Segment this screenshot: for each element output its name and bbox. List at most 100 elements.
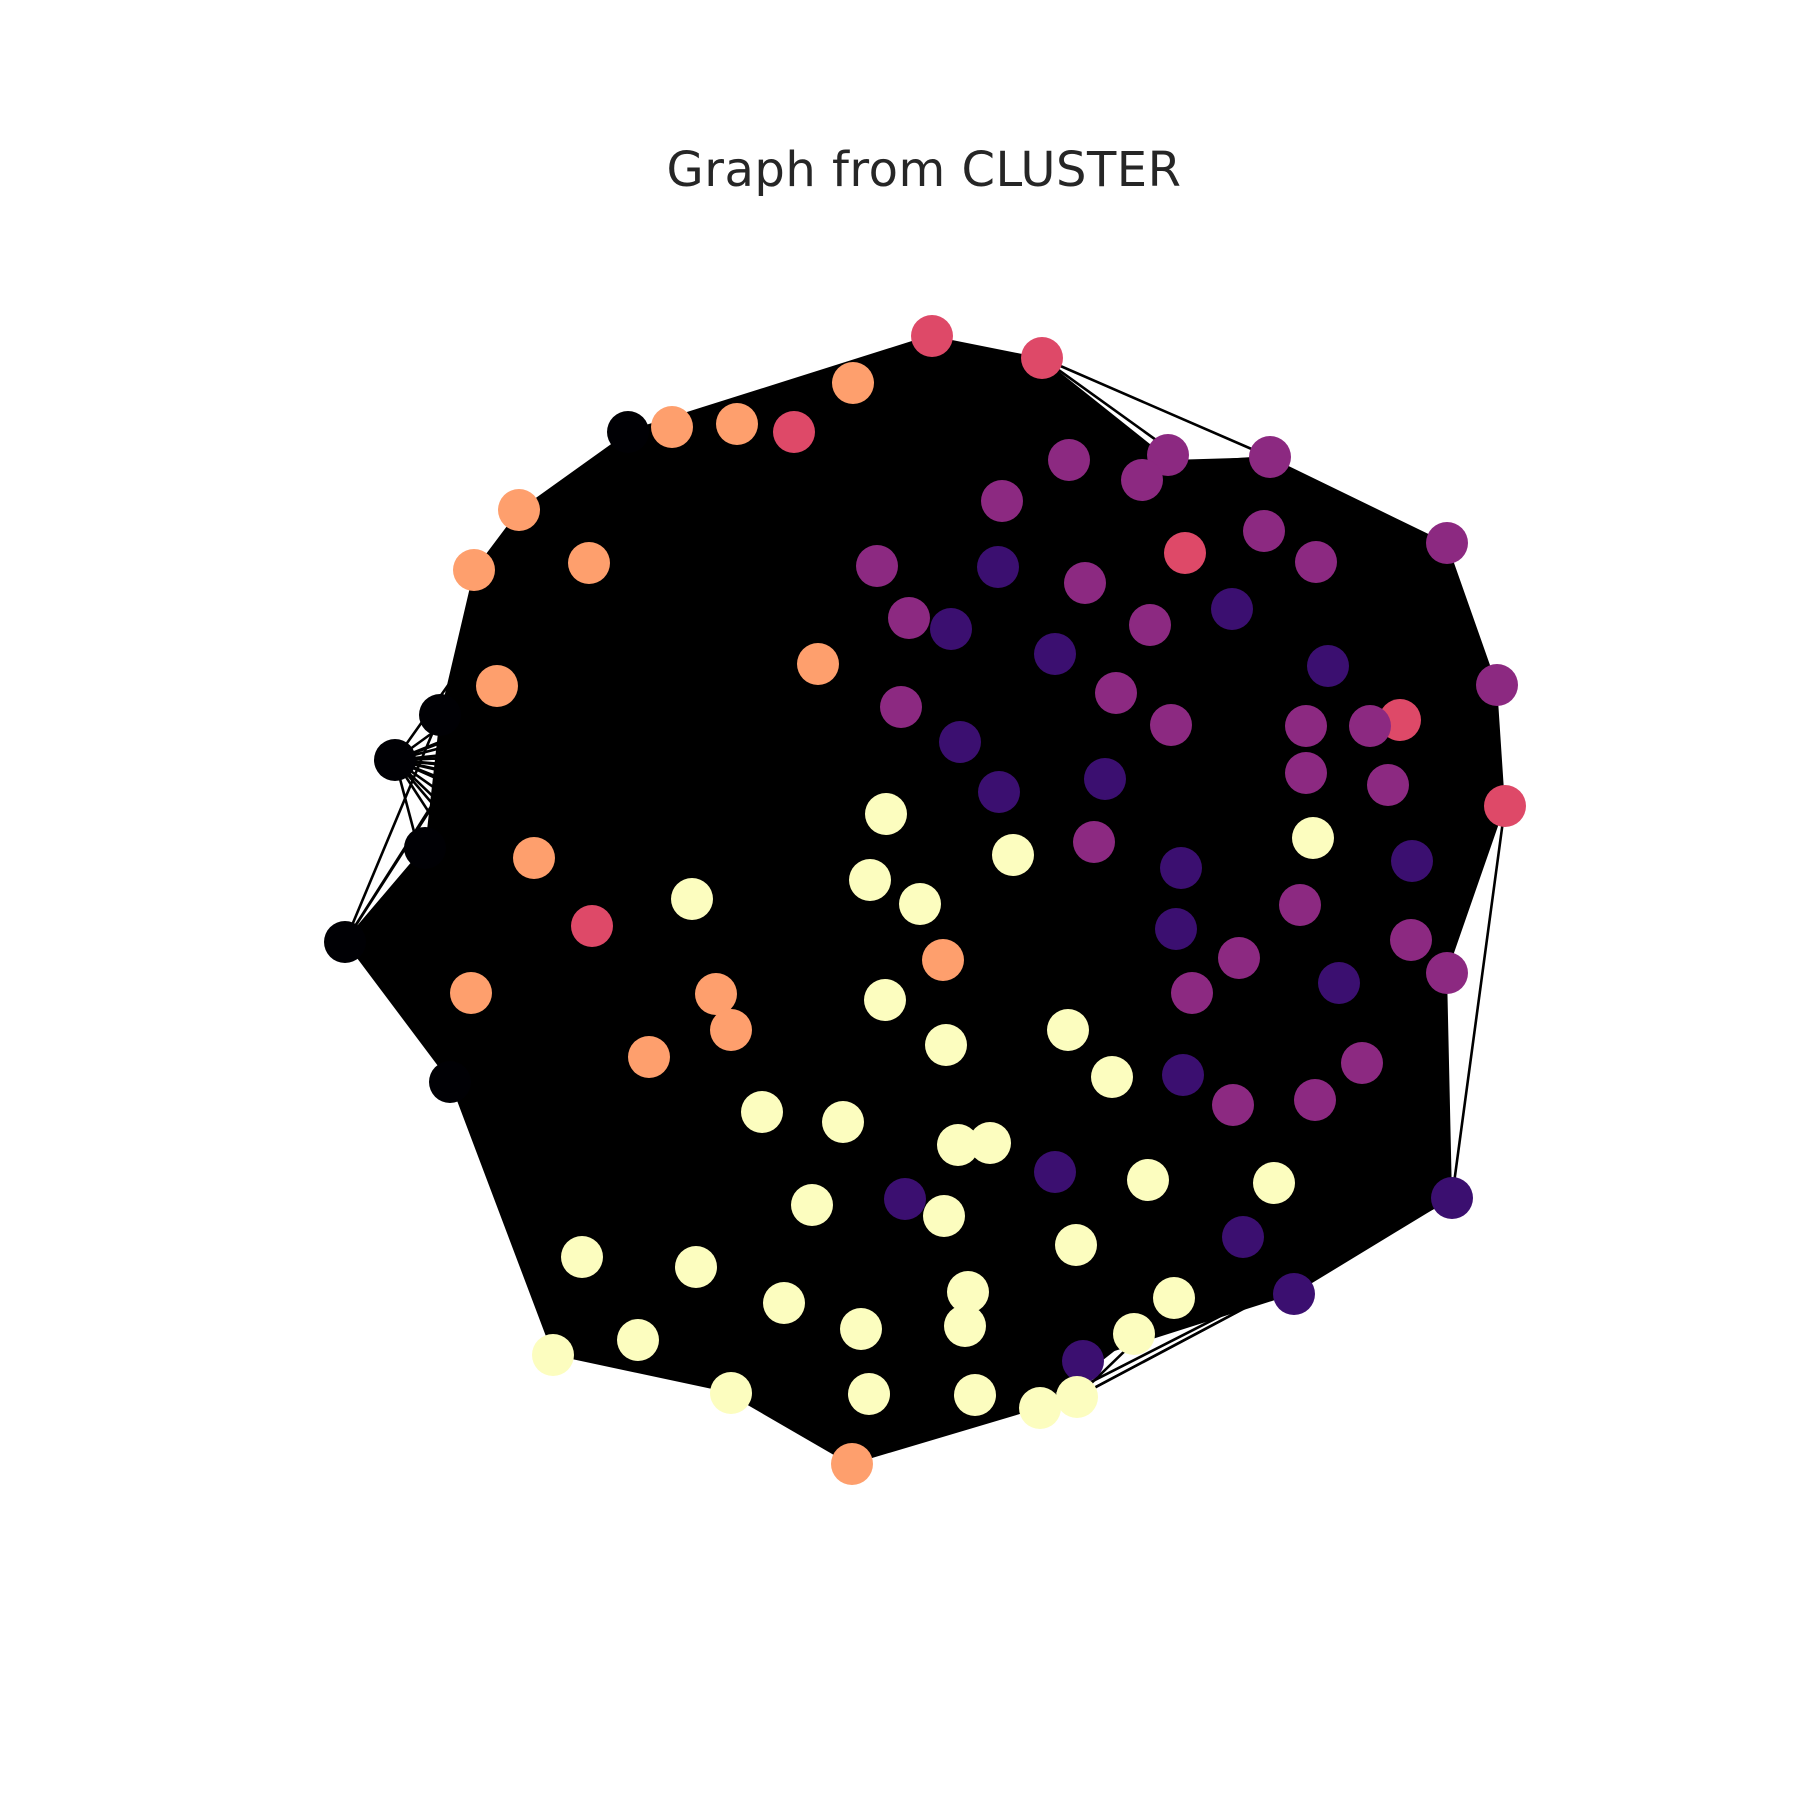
graph-node-purple [1218,937,1260,979]
graph-edge [988,456,1272,1144]
graph-node-purple [1064,562,1106,604]
graph-edge [473,422,738,572]
graph-edge [730,1327,862,1395]
graph-node-purple [1367,764,1409,806]
graph-edge [552,1103,1234,1357]
graph-edge [424,847,1041,1409]
graph-edge [1314,561,1507,807]
graph-edge [1169,724,1176,1299]
graph-node-purple [1212,1084,1254,1126]
graph-edge [967,805,1506,1293]
graph-node-cream [923,1195,965,1237]
graph-node-purple [1249,436,1291,478]
graph-node-purple [1048,439,1090,481]
graph-node-peach [831,1443,873,1485]
graph-edge [648,1055,969,1294]
graph-node-purple [1295,541,1337,583]
graph-node-purple [1243,510,1285,552]
graph-node-cream [1091,1056,1133,1098]
graph-node-black [374,739,416,781]
graph-node-purple [1121,459,1163,501]
graph-node-cream [848,1373,890,1415]
graph-edge [1054,551,1186,656]
graph-edge [1084,541,1448,585]
graph-node-cream [763,1282,805,1324]
graph-edge [591,925,1078,1398]
graph-node-purple [1349,705,1391,747]
graph-edge [344,941,697,1268]
graph-node-cream [1019,1387,1061,1429]
graph-edge [793,430,999,569]
graph-node-cream [1113,1313,1155,1355]
graph-node-cream [849,859,891,901]
graph-edge [1132,992,1194,1335]
graph-node-rose [773,411,815,453]
graph-edge [670,426,970,1293]
graph-edge [551,552,1187,1356]
graph-edge [591,878,871,928]
graph-edge [1038,1244,1078,1409]
graph-node-cream [1153,1277,1195,1319]
graph-edge [735,423,970,1293]
graph-edge [996,566,1296,1295]
graph-node-black [607,411,649,453]
graph-edge [344,941,732,1394]
graph-node-peach [498,489,540,531]
graph-node-purple [1294,1079,1336,1121]
graph-edge [552,1353,870,1396]
graph-node-cream [710,1372,752,1414]
graph-edge [730,1028,1135,1336]
graph-edge [1410,860,1454,1199]
graph-edge [884,854,1014,1001]
graph-edge [691,560,1317,901]
graph-node-peach [513,837,555,879]
graph-edge [1230,608,1454,1199]
graph-node-rose [571,905,613,947]
graph-node-cream [675,1246,717,1288]
nodes-layer [324,315,1526,1485]
graph-node-cream [532,1334,574,1376]
graph-node-black [419,694,461,736]
graph-node-purple [1390,919,1432,961]
graph-edge [1327,542,1448,667]
graph-edge [1075,719,1402,1398]
graph-node-indigo [1160,847,1202,889]
graph-edge [876,565,1453,1199]
graph-edge [867,565,879,1395]
graph-node-purple [888,597,930,639]
graph-node-cream [561,1236,603,1278]
graph-edge [691,897,1175,1300]
graph-edge [1075,684,1499,1398]
graph-edge [473,568,952,631]
graph-node-indigo [978,771,1020,813]
graph-edge [956,1144,1042,1409]
graph-edge [394,758,1314,840]
graph-edge [1292,982,1341,1295]
graph-node-purple [1476,664,1518,706]
graph-node-cream [1127,1159,1169,1201]
graph-edge [424,847,862,1330]
graph-edge [1132,719,1402,1335]
graph-node-indigo [1084,758,1126,800]
graph-edge [439,562,590,716]
graph-edge [473,568,1177,931]
graph-node-purple [1285,705,1327,747]
graph-edge [551,357,1044,1356]
graph-node-indigo [1155,908,1197,950]
graph-edge [1068,458,1265,533]
graph-node-indigo [1034,633,1076,675]
graph-edge [636,628,953,1341]
graph-edge [1040,357,1152,626]
graph-edge [670,426,814,1206]
graph-edge [581,1028,1069,1259]
graph-edge [671,425,1314,840]
graph-node-cream [865,793,907,835]
graph-edge [730,1198,906,1394]
graph-edge [1450,805,1507,1199]
graph-edge [1149,623,1329,668]
graph-edge [1041,356,1271,459]
graph-edge [495,685,651,1058]
graph-node-purple [1285,752,1327,794]
graph-edge [439,565,999,717]
